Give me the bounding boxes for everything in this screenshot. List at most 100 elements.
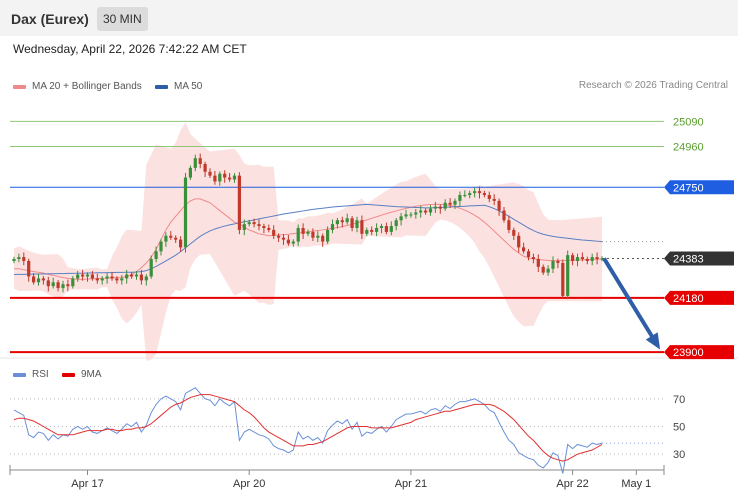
candle-body xyxy=(169,235,173,238)
candle-body xyxy=(22,257,26,261)
x-tick-label: May 1 xyxy=(621,478,651,490)
candle-body xyxy=(379,226,384,228)
candle-body xyxy=(438,206,442,209)
candle-body xyxy=(424,210,428,213)
candle-body xyxy=(551,260,555,269)
level-tag-24750 xyxy=(664,180,734,195)
forecast-arrow xyxy=(602,257,660,348)
candle-body xyxy=(32,276,36,283)
candle-body xyxy=(257,224,261,227)
ma20-swatch xyxy=(13,84,26,89)
candle-body xyxy=(76,274,80,279)
candle-body xyxy=(139,274,143,281)
candle-body xyxy=(85,274,90,277)
candle-body xyxy=(296,228,300,242)
x-tick-label: Apr 20 xyxy=(233,478,265,490)
candle-body xyxy=(326,229,330,242)
candle-body xyxy=(164,235,168,242)
candle-body xyxy=(566,255,570,296)
candle-body xyxy=(90,274,94,279)
level-label-23900: 23900 xyxy=(673,347,704,359)
rsi-line xyxy=(13,387,603,474)
candle-body xyxy=(502,210,506,221)
candle-body xyxy=(580,257,584,260)
candle-body xyxy=(453,200,457,205)
candle-body xyxy=(247,222,251,225)
9ma-legend-label: 9MA xyxy=(81,369,102,380)
level-tag-24180 xyxy=(664,290,734,305)
candle-body xyxy=(399,216,403,221)
candle-body xyxy=(144,276,148,281)
candle-body xyxy=(507,220,511,230)
level-label-24960: 24960 xyxy=(673,142,704,154)
candle-body xyxy=(575,257,580,261)
candle-body xyxy=(56,282,60,289)
candle-body xyxy=(242,224,246,230)
candle-body xyxy=(443,202,447,209)
candle-body xyxy=(321,235,325,242)
candle-body xyxy=(531,257,535,260)
candle-body xyxy=(130,274,134,277)
candle-body xyxy=(409,214,413,216)
candle-body xyxy=(600,258,604,260)
candle-body xyxy=(12,259,16,261)
candle-body xyxy=(154,251,158,260)
candle-body xyxy=(585,259,589,261)
candle-body xyxy=(571,255,575,261)
x-tick-label: Apr 17 xyxy=(71,478,103,490)
candle-body xyxy=(546,268,550,273)
candle-body xyxy=(188,167,192,178)
candle-body xyxy=(105,276,109,279)
candle-body xyxy=(125,274,129,279)
candle-body xyxy=(311,231,315,238)
candle-body xyxy=(81,274,85,277)
legend-9ma: 9MA xyxy=(62,369,102,380)
candle-body xyxy=(159,241,163,252)
candle-body xyxy=(272,229,276,236)
candle-body xyxy=(61,284,65,289)
candle-body xyxy=(404,214,408,217)
candle-body xyxy=(556,260,560,263)
candle-body xyxy=(375,228,379,232)
candle-body xyxy=(419,210,423,213)
candle-body xyxy=(134,274,139,277)
level-label-24180: 24180 xyxy=(673,293,704,305)
x-tick-label: Apr 22 xyxy=(556,478,588,490)
candle-body xyxy=(262,226,266,228)
candle-body xyxy=(482,193,486,196)
candle-body xyxy=(218,173,222,182)
ma50-legend-label: MA 50 xyxy=(174,81,203,92)
candle-body xyxy=(463,195,467,197)
candle-body xyxy=(115,278,119,281)
candle-body xyxy=(517,235,521,248)
candle-body xyxy=(286,239,290,244)
candle-body xyxy=(149,259,153,277)
report-datetime: Wednesday, April 22, 2026 7:42:22 AM CET xyxy=(13,42,247,56)
candle-body xyxy=(232,175,237,180)
copyright-text: Research © 2026 Trading Central xyxy=(578,80,728,91)
candle-body xyxy=(316,235,320,238)
candle-body xyxy=(174,237,178,240)
candle-body xyxy=(526,251,531,258)
rsi-tick-70: 70 xyxy=(673,394,685,406)
candle-body xyxy=(487,195,491,199)
rsi-tick-30: 30 xyxy=(673,449,685,461)
timeframe-badge[interactable]: 30 MIN xyxy=(97,7,148,31)
x-tick-label: Apr 21 xyxy=(395,478,427,490)
candle-body xyxy=(237,175,241,230)
candle-body xyxy=(46,280,50,287)
candle-body xyxy=(193,158,197,168)
ma50-swatch xyxy=(155,84,168,89)
rsi-tick-50: 50 xyxy=(673,422,685,434)
candle-body xyxy=(468,193,472,196)
candle-body xyxy=(433,206,437,209)
candle-body xyxy=(590,257,594,261)
candle-body xyxy=(414,212,418,215)
candle-body xyxy=(71,278,75,287)
candle-body xyxy=(384,226,388,232)
instrument-title: Dax (Eurex) xyxy=(11,11,89,27)
candle-body xyxy=(492,198,496,201)
legend-rsi: RSI xyxy=(13,369,49,380)
candle-body xyxy=(95,278,99,281)
candle-body xyxy=(41,278,45,281)
